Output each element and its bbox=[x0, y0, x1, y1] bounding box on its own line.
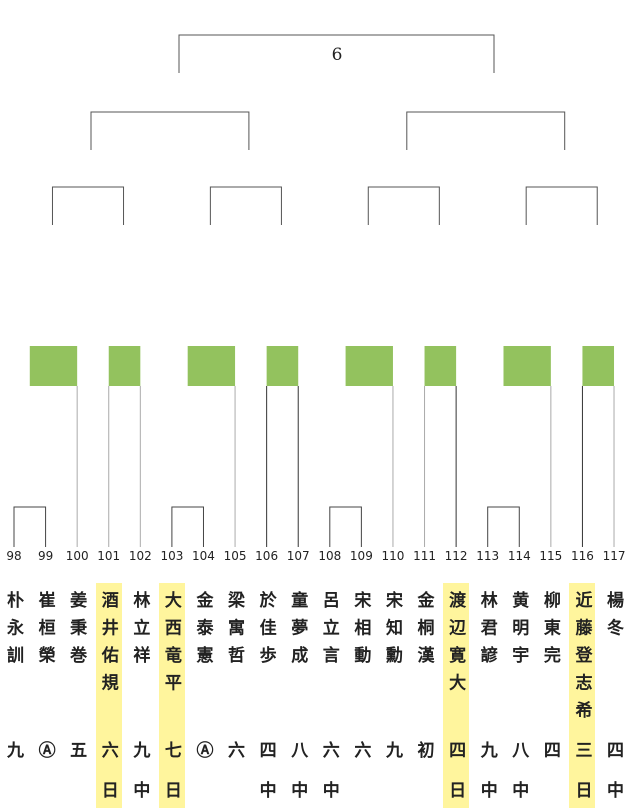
match-box bbox=[345, 346, 393, 386]
match-box bbox=[424, 346, 457, 386]
entrant-name: 姜秉巻 bbox=[66, 591, 87, 674]
entrant-affiliation: 日 bbox=[571, 781, 592, 798]
bracket-line bbox=[329, 506, 362, 547]
entrant-name: 宋知勳 bbox=[381, 591, 402, 674]
highlight-band bbox=[95, 583, 122, 808]
bracket-line bbox=[13, 506, 47, 547]
entrant-rank: 四 bbox=[603, 741, 624, 758]
entrant-rank: 八 bbox=[287, 741, 308, 758]
entrant-number: 98 bbox=[6, 549, 22, 563]
entrant-name: 呂立言 bbox=[318, 591, 339, 674]
entrant-affiliation: 中 bbox=[476, 781, 497, 798]
entrant-affiliation: 日 bbox=[160, 781, 181, 798]
highlight-band bbox=[443, 583, 470, 808]
entrant-name: 林君諺 bbox=[476, 591, 497, 674]
entrant-name: 宋相動 bbox=[350, 591, 371, 674]
entrant-name: 楊冬 bbox=[603, 591, 624, 646]
entrant-name: 林立祥 bbox=[129, 591, 150, 674]
entrant-affiliation: 中 bbox=[287, 781, 308, 798]
entrant-rank: 六 bbox=[97, 741, 118, 758]
entrant-number: 110 bbox=[381, 549, 405, 563]
entrant-number: 106 bbox=[255, 549, 279, 563]
match-box bbox=[108, 346, 141, 386]
bracket-line bbox=[487, 506, 520, 547]
entrant-number: 114 bbox=[507, 549, 531, 563]
entrant-rank: 九 bbox=[129, 741, 150, 758]
entrant-name: 渡辺寛大 bbox=[445, 591, 466, 701]
entrant-number: 111 bbox=[413, 549, 436, 563]
entrant-affiliation: 中 bbox=[255, 781, 276, 798]
entrant-name: 大西竜平 bbox=[160, 591, 181, 701]
bracket-line bbox=[178, 34, 495, 73]
entrant-rank: Ⓐ bbox=[34, 741, 55, 758]
entrant-rank: 七 bbox=[160, 741, 181, 758]
entrant-rank: 九 bbox=[3, 741, 23, 758]
entrant-name: 黄明宇 bbox=[508, 591, 529, 674]
bracket-line bbox=[406, 111, 566, 150]
match-box bbox=[29, 346, 78, 386]
highlight-band bbox=[158, 583, 185, 808]
bracket-line bbox=[51, 186, 125, 225]
entrant-affiliation: 中 bbox=[508, 781, 529, 798]
entrant-rank: 九 bbox=[381, 741, 402, 758]
entrant-rank: Ⓐ bbox=[192, 741, 213, 758]
top-label: 6 bbox=[331, 45, 343, 65]
entrant-rank: 八 bbox=[508, 741, 529, 758]
entrant-name: 朴永訓 bbox=[3, 591, 23, 674]
entrant-affiliation: 中 bbox=[603, 781, 624, 798]
entrant-number: 107 bbox=[286, 549, 310, 563]
bracket-line bbox=[90, 111, 250, 150]
entrant-affiliation: 中 bbox=[129, 781, 150, 798]
match-box bbox=[187, 346, 236, 386]
entrant-rank: 初 bbox=[413, 741, 434, 758]
entrant-number: 102 bbox=[128, 549, 152, 563]
entrant-rank: 四 bbox=[539, 741, 560, 758]
entrant-number: 104 bbox=[192, 549, 215, 563]
bracket-line bbox=[209, 186, 282, 225]
entrant-name: 金泰憲 bbox=[192, 591, 213, 674]
entrant-name: 梁寓哲 bbox=[224, 591, 245, 674]
entrant-affiliation: 中 bbox=[318, 781, 339, 798]
entrant-number: 99 bbox=[37, 549, 54, 563]
entrant-number: 101 bbox=[97, 549, 121, 563]
entrant-number: 115 bbox=[539, 549, 563, 563]
bracket-line bbox=[367, 186, 440, 225]
match-box bbox=[503, 346, 551, 386]
entrant-name: 童夢成 bbox=[287, 591, 308, 674]
entrant-rank: 九 bbox=[476, 741, 497, 758]
entrant-name: 近藤登志希 bbox=[571, 591, 592, 729]
entrant-name: 於佳歩 bbox=[255, 591, 276, 674]
entrant-number: 109 bbox=[349, 549, 373, 563]
entrant-rank: 五 bbox=[66, 741, 87, 758]
entrant-rank: 四 bbox=[445, 741, 466, 758]
bracket-line bbox=[171, 506, 204, 547]
entrant-rank: 六 bbox=[224, 741, 245, 758]
entrant-rank: 四 bbox=[255, 741, 276, 758]
match-box bbox=[266, 346, 299, 386]
entrant-name: 金桐漢 bbox=[413, 591, 434, 674]
entrant-number: 105 bbox=[223, 549, 247, 563]
entrant-name: 柳東完 bbox=[539, 591, 560, 674]
entrant-number: 103 bbox=[160, 549, 184, 563]
entrant-number: 117 bbox=[602, 549, 626, 563]
entrant-number: 112 bbox=[444, 549, 468, 563]
entrant-number: 116 bbox=[570, 549, 594, 563]
entrant-rank: 三 bbox=[571, 741, 592, 758]
match-box bbox=[582, 346, 615, 386]
entrant-name: 崔桓榮 bbox=[34, 591, 55, 674]
entrant-rank: 六 bbox=[350, 741, 371, 758]
entrant-number: 113 bbox=[476, 549, 500, 563]
highlight-band bbox=[569, 583, 596, 808]
entrant-rank: 六 bbox=[318, 741, 339, 758]
entrant-number: 100 bbox=[65, 549, 89, 563]
entrant-number: 108 bbox=[318, 549, 342, 563]
bracket-line bbox=[525, 186, 598, 225]
entrant-affiliation: 日 bbox=[445, 781, 466, 798]
entrant-name: 酒井佑規 bbox=[97, 591, 118, 701]
entrant-affiliation: 日 bbox=[97, 781, 118, 798]
